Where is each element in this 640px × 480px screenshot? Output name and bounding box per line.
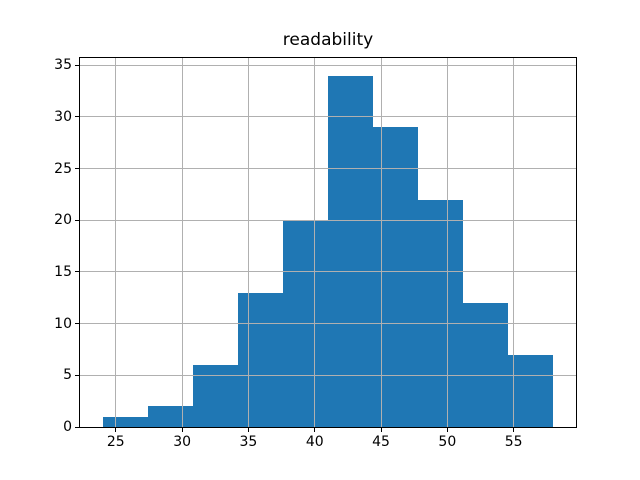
gridline-vertical xyxy=(115,58,117,427)
x-tick-mark xyxy=(446,428,448,432)
y-tick-mark xyxy=(75,219,79,221)
histogram-bar xyxy=(237,292,283,427)
x-tick-mark xyxy=(513,428,515,432)
y-tick-mark xyxy=(75,323,79,325)
y-tick-mark xyxy=(75,116,79,118)
x-tick-label: 35 xyxy=(239,434,258,450)
gridline-horizontal xyxy=(80,219,576,221)
y-tick-label: 10 xyxy=(54,315,72,332)
gridline-horizontal xyxy=(80,116,576,118)
x-tick-mark xyxy=(380,428,382,432)
y-tick-label: 25 xyxy=(54,160,72,177)
y-tick-mark xyxy=(75,426,79,428)
y-tick-label: 5 xyxy=(63,367,72,384)
gridline-horizontal xyxy=(80,64,576,66)
y-tick-label: 30 xyxy=(54,108,72,125)
y-tick-label: 35 xyxy=(54,57,72,74)
x-tick-label: 50 xyxy=(438,434,457,450)
histogram-bar xyxy=(463,302,509,427)
x-tick-mark xyxy=(181,428,183,432)
gridline-horizontal xyxy=(80,323,576,325)
histogram-bar xyxy=(418,199,464,427)
x-tick-label: 55 xyxy=(504,434,523,450)
y-tick-label: 20 xyxy=(54,212,72,229)
gridline-vertical xyxy=(314,58,316,427)
y-tick-label: 0 xyxy=(63,419,72,435)
plot-area xyxy=(79,57,577,428)
x-tick-mark xyxy=(247,428,249,432)
x-tick-label: 30 xyxy=(173,434,192,450)
y-tick-mark xyxy=(75,271,79,273)
x-tick-label: 45 xyxy=(372,434,390,450)
x-tick-mark xyxy=(314,428,316,432)
y-tick-mark xyxy=(75,168,79,170)
y-tick-mark xyxy=(75,374,79,376)
chart-title: readability xyxy=(282,30,374,50)
gridline-horizontal xyxy=(80,168,576,170)
gridline-vertical xyxy=(446,58,448,427)
histogram-bar xyxy=(328,75,374,427)
y-tick-mark xyxy=(75,64,79,66)
gridline-vertical xyxy=(181,58,183,427)
gridline-vertical xyxy=(380,58,382,427)
histogram-bar xyxy=(508,354,554,427)
histogram-bar xyxy=(102,416,148,427)
gridline-vertical xyxy=(247,58,249,427)
y-tick-label: 15 xyxy=(54,263,72,280)
gridline-vertical xyxy=(513,58,515,427)
x-tick-label: 25 xyxy=(106,434,125,450)
x-tick-mark xyxy=(115,428,117,432)
histogram-bar xyxy=(147,406,193,427)
gridline-horizontal xyxy=(80,271,576,273)
x-tick-label: 40 xyxy=(305,434,324,450)
gridline-horizontal xyxy=(80,374,576,376)
